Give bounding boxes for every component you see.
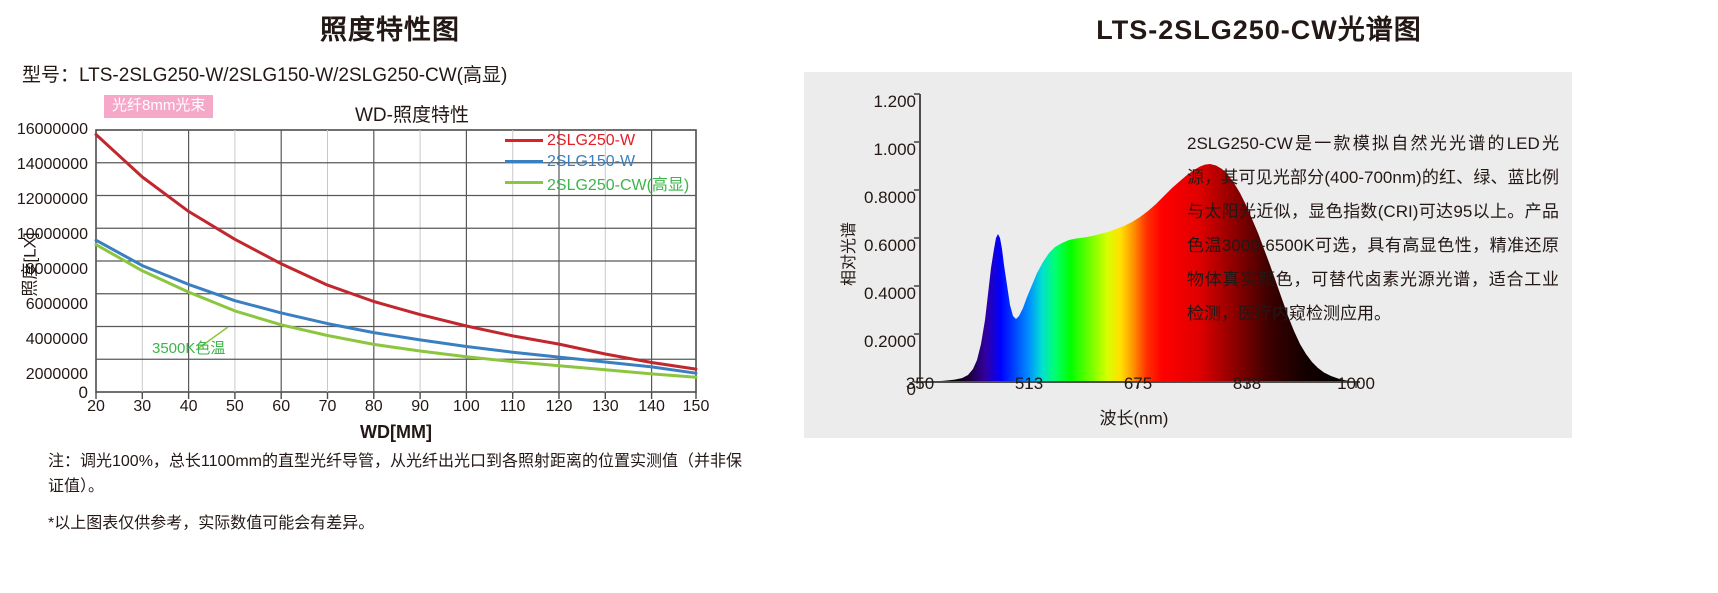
x-tick-label: 120 [545,398,573,415]
y-tick-label-group: 16000000 14000000 12000000 10000000 8000… [0,0,88,402]
y-tick-label: 16000000 [16,121,88,138]
legend-label: 2SLG250-W [547,131,636,149]
spectrum-x-axis-title: 波长(nm) [1099,409,1169,428]
notes-block: 注：调光100%，总长1100mm的直型光纤导管，从光纤出光口到各照射距离的位置… [48,450,748,548]
x-tick-label: 70 [318,398,337,415]
spectrum-x-tick-label: 513 [1014,374,1044,393]
product-description: 2SLG250-CW是一款模拟自然光光谱的LED光源，其可见光部分(400-70… [1187,134,1559,323]
legend-item: 2SLG250-CW(高显) [505,172,705,194]
y-tick-label: 10000000 [16,226,88,243]
legend-label: 2SLG150-W [547,152,636,170]
legend-swatch-icon [505,160,543,163]
spectrum-y-tick-label: 1.200 [873,92,916,111]
legend-item: 2SLG250-W [505,130,705,151]
legend-item: 2SLG150-W [505,151,705,172]
y-tick-label: 12000000 [16,191,88,208]
spectrum-x-tick-label: 838 [1232,374,1262,393]
spectrum-x-tick-group: 350 513 675 838 1000 [906,374,1375,398]
y-tick-label: 14000000 [16,156,88,173]
y-tick-label: 4000000 [25,331,88,348]
spectrum-y-tick-label: 0.2000 [864,332,916,351]
legend-swatch-icon [505,139,543,142]
y-tick-label: 0 [78,383,88,402]
x-axis-title: WD[MM] [360,422,432,442]
note-measurement: 注：调光100%，总长1100mm的直型光纤导管，从光纤出光口到各照射距离的位置… [48,453,742,495]
illuminance-chart-panel: 照度特性图 型号：LTS-2SLG250-W/2SLG150-W/2SLG250… [0,0,800,593]
y-tick-label: 8000000 [25,261,88,278]
spectrum-chart-panel: LTS-2SLG250-CW光谱图 相对光谱 1.200 1.000 0.800… [800,0,1718,593]
legend-label: 2SLG250-CW(高显) [547,176,690,194]
x-tick-label: 40 [179,398,198,415]
spectrum-y-tick-label: 0.6000 [864,236,916,255]
x-tick-label: 30 [133,398,152,415]
spectrum-card: 相对光谱 1.200 1.000 0.8000 0.6000 0.4000 0.… [804,72,1572,438]
model-number-line: 型号：LTS-2SLG250-W/2SLG150-W/2SLG250-CW(高显… [22,65,508,86]
note-disclaimer: *以上图表仅供参考，实际数值可能会有差异。 [48,514,375,532]
x-tick-label: 110 [499,398,526,415]
spectrum-y-tick-group: 1.200 1.000 0.8000 0.6000 0.4000 0.2000 … [834,92,916,399]
fiber-beam-badge: 光纤8mm光束 [104,95,214,118]
spectrum-y-tick-label: 0 [906,380,916,399]
legend-swatch-icon [505,181,543,184]
spectrum-y-tick-label: 0.8000 [864,188,916,207]
x-tick-label: 150 [682,398,710,415]
chart-subtitle: WD-照度特性 [355,105,469,126]
x-tick-label: 60 [272,398,291,415]
x-tick-label: 20 [87,398,105,415]
chart-legend: 2SLG250-W 2SLG150-W 2SLG250-CW(高显) [505,130,705,194]
illuminance-plot [94,129,698,399]
x-tick-label: 100 [453,398,480,415]
color-temperature-annotation: 3500K色温 [152,340,226,357]
spectrum-y-tick-label: 1.000 [873,140,916,159]
x-tick-label: 90 [411,398,429,415]
right-panel-title: LTS-2SLG250-CW光谱图 [1096,15,1422,45]
x-tick-label: 130 [591,398,619,415]
x-tick-label: 80 [364,398,383,415]
left-panel-title: 照度特性图 [320,15,460,45]
spectrum-plot [914,93,1360,388]
y-tick-label: 6000000 [25,296,88,313]
y-tick-label: 2000000 [25,366,88,383]
x-tick-label: 140 [638,398,665,415]
spectrum-x-tick-label: 675 [1123,374,1153,393]
x-tick-label-group: 20 30 40 50 60 70 80 90 100 110 120 130 … [87,398,709,422]
spectrum-y-tick-label: 0.4000 [864,284,916,303]
spectrum-x-tick-label: 1000 [1337,374,1375,393]
spectrum-x-tick-label: 350 [905,374,935,393]
x-tick-label: 50 [225,398,244,415]
